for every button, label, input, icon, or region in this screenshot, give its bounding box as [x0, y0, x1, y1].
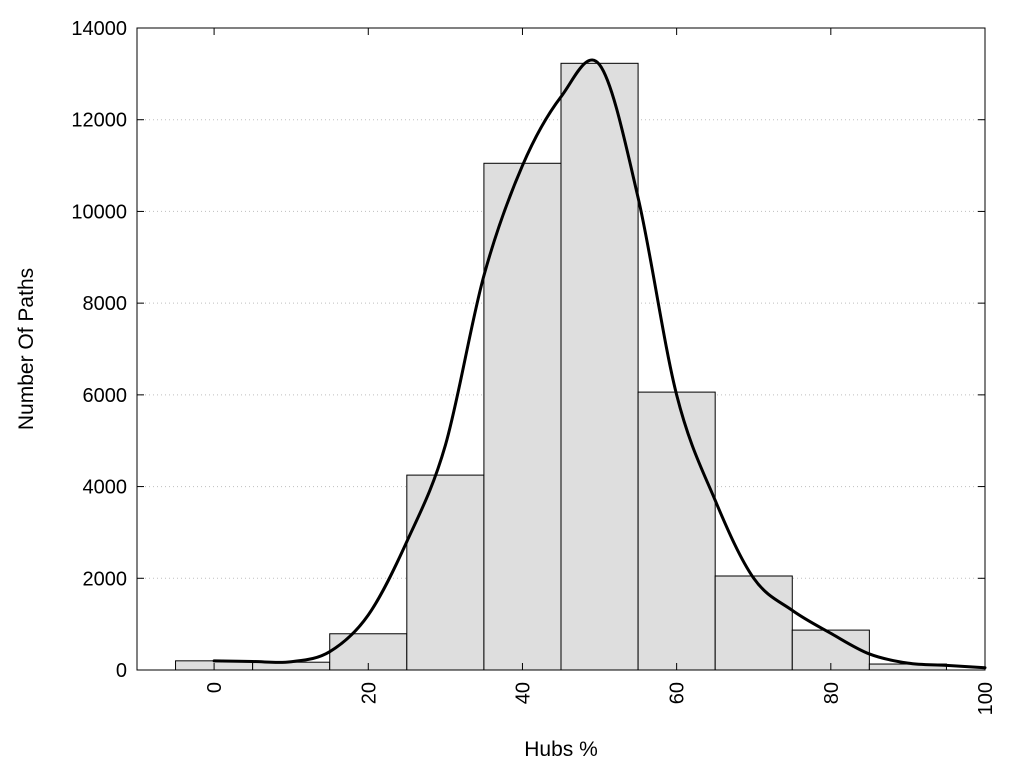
bar — [560, 62, 639, 671]
bar — [637, 391, 716, 671]
y-tick-label: 14000 — [71, 18, 127, 40]
bar — [714, 575, 793, 671]
y-tick-label: 0 — [116, 660, 127, 682]
y-axis-title: Number Of Paths — [15, 268, 38, 430]
x-tick-label: 20 — [358, 682, 380, 704]
y-tick-label: 12000 — [71, 110, 127, 132]
bar — [406, 474, 485, 671]
y-tick-label: 6000 — [83, 385, 128, 407]
x-tick-label: 80 — [821, 682, 843, 704]
x-axis-ticks: 0 20 40 60 80 100 — [204, 28, 997, 715]
y-tick-label: 10000 — [71, 201, 127, 223]
y-tick-label: 8000 — [83, 293, 128, 315]
plot-frame — [136, 27, 986, 671]
bars — [175, 62, 947, 671]
x-tick-label: 0 — [204, 682, 226, 693]
density-curve — [212, 58, 987, 670]
x-tick-label: 40 — [512, 682, 534, 704]
y-axis-ticks: 0 2000 4000 6000 8000 10000 12000 14000 — [71, 18, 985, 682]
x-tick-label: 100 — [975, 682, 997, 715]
y-tick-label: 2000 — [83, 568, 128, 590]
y-tick-label: 4000 — [83, 477, 128, 499]
x-tick-label: 60 — [667, 682, 689, 704]
x-axis-title: Hubs % — [524, 738, 598, 761]
